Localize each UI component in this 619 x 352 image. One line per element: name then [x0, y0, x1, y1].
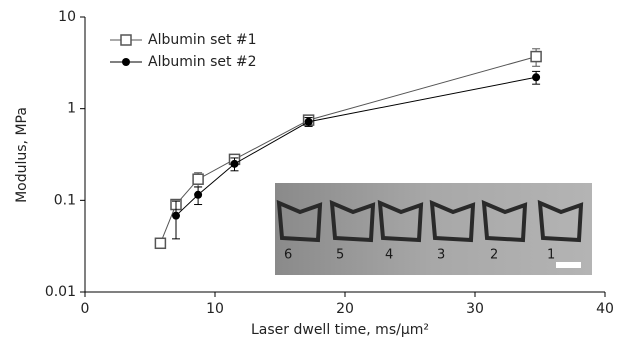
- data-point: [532, 73, 540, 81]
- y-tick-label: 1: [67, 101, 76, 117]
- data-point: [194, 191, 202, 199]
- x-axis-label: Laser dwell time, ms/µm²: [251, 322, 429, 338]
- y-tick-label: 0.1: [54, 192, 76, 208]
- inset-label: 1: [547, 248, 555, 263]
- data-point: [305, 118, 313, 126]
- inset-image: [275, 183, 592, 275]
- x-tick-label: 40: [596, 301, 614, 317]
- legend-label: Albumin set #1: [148, 32, 257, 48]
- data-point: [155, 238, 165, 248]
- legend-marker: [122, 58, 130, 66]
- x-tick-label: 30: [466, 301, 484, 317]
- x-tick-label: 20: [336, 301, 354, 317]
- inset-label: 5: [336, 248, 344, 263]
- data-point: [193, 174, 203, 184]
- legend-label: Albumin set #2: [148, 54, 257, 70]
- inset-label: 4: [385, 248, 393, 263]
- y-tick-label: 10: [58, 9, 76, 25]
- legend-marker: [121, 35, 131, 45]
- data-point: [231, 160, 239, 168]
- y-tick-label: 0.01: [45, 284, 76, 300]
- inset-label: 2: [490, 248, 498, 263]
- data-point: [531, 52, 541, 62]
- chart: Laser dwell time, ms/µm² Modulus, MPa 0 1…: [0, 0, 619, 348]
- data-point: [172, 212, 180, 220]
- inset-label: 3: [437, 248, 445, 263]
- x-tick-label: 0: [81, 301, 90, 317]
- x-tick-label: 10: [206, 301, 224, 317]
- y-axis-label: Modulus, MPa: [14, 107, 30, 203]
- inset-label: 6: [284, 248, 292, 263]
